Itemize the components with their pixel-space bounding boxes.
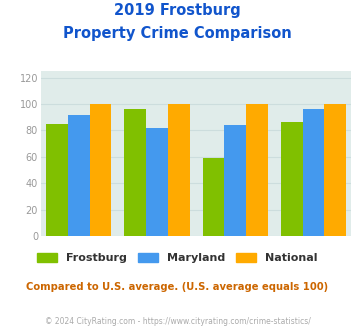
Legend: Frostburg, Maryland, National: Frostburg, Maryland, National xyxy=(33,248,322,268)
Bar xyxy=(246,104,268,236)
Text: © 2024 CityRating.com - https://www.cityrating.com/crime-statistics/: © 2024 CityRating.com - https://www.city… xyxy=(45,317,310,326)
Bar xyxy=(146,128,168,236)
Bar xyxy=(203,158,224,236)
Bar xyxy=(224,125,246,236)
Bar xyxy=(281,122,302,236)
Text: Property Crime Comparison: Property Crime Comparison xyxy=(63,26,292,41)
Bar xyxy=(168,104,190,236)
Bar xyxy=(125,109,146,236)
Text: 2019 Frostburg: 2019 Frostburg xyxy=(114,3,241,18)
Bar xyxy=(68,115,90,236)
Bar xyxy=(46,124,68,236)
Bar xyxy=(302,109,324,236)
Bar xyxy=(324,104,346,236)
Bar xyxy=(90,104,111,236)
Text: Compared to U.S. average. (U.S. average equals 100): Compared to U.S. average. (U.S. average … xyxy=(26,282,329,292)
